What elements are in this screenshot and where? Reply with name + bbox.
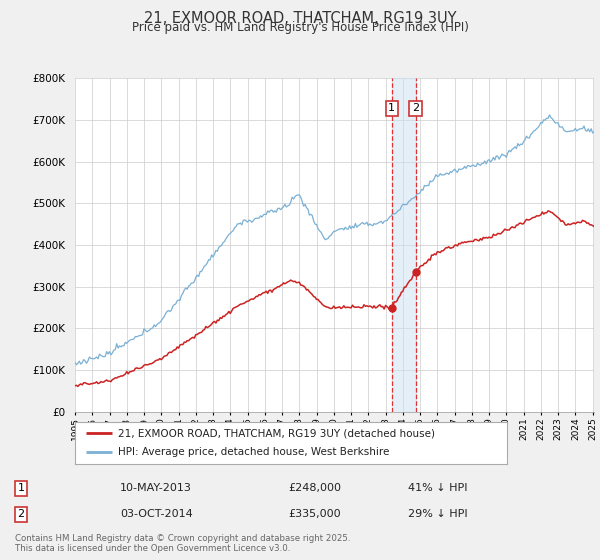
Text: 2: 2 [17,509,25,519]
Text: £248,000: £248,000 [288,483,341,493]
Text: 1: 1 [388,104,395,113]
Bar [392,78,416,412]
Text: Price paid vs. HM Land Registry's House Price Index (HPI): Price paid vs. HM Land Registry's House … [131,21,469,34]
Text: HPI: Average price, detached house, West Berkshire: HPI: Average price, detached house, West… [118,447,389,457]
Text: 10-MAY-2013: 10-MAY-2013 [120,483,192,493]
Text: £335,000: £335,000 [288,509,341,519]
Text: 21, EXMOOR ROAD, THATCHAM, RG19 3UY: 21, EXMOOR ROAD, THATCHAM, RG19 3UY [144,11,456,26]
Text: 21, EXMOOR ROAD, THATCHAM, RG19 3UY (detached house): 21, EXMOOR ROAD, THATCHAM, RG19 3UY (det… [118,428,435,438]
Text: 1: 1 [17,483,25,493]
Text: 2: 2 [412,104,419,113]
Text: 29% ↓ HPI: 29% ↓ HPI [408,509,467,519]
Text: 03-OCT-2014: 03-OCT-2014 [120,509,193,519]
Text: Contains HM Land Registry data © Crown copyright and database right 2025.
This d: Contains HM Land Registry data © Crown c… [15,534,350,553]
Text: 41% ↓ HPI: 41% ↓ HPI [408,483,467,493]
